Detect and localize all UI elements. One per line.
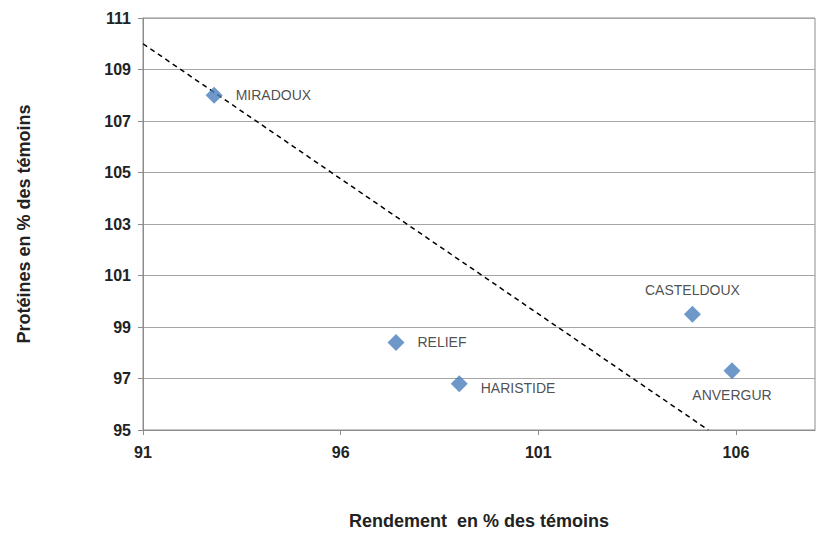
svg-text:97: 97 [113, 370, 131, 387]
svg-text:HARISTIDE: HARISTIDE [481, 380, 556, 396]
svg-text:Rendement en % des témoins: Rendement en % des témoins [349, 511, 609, 531]
svg-text:99: 99 [113, 319, 131, 336]
svg-text:ANVERGUR: ANVERGUR [692, 387, 771, 403]
svg-text:CASTELDOUX: CASTELDOUX [645, 282, 741, 298]
svg-text:111: 111 [106, 10, 131, 27]
svg-text:107: 107 [104, 113, 131, 130]
svg-text:103: 103 [104, 216, 131, 233]
svg-text:105: 105 [104, 164, 131, 181]
svg-text:Protéines en % des témoins: Protéines en % des témoins [14, 104, 34, 343]
svg-text:106: 106 [723, 444, 750, 461]
svg-text:95: 95 [113, 422, 131, 439]
svg-text:101: 101 [104, 267, 131, 284]
svg-text:91: 91 [134, 444, 152, 461]
svg-text:MIRADOUX: MIRADOUX [236, 87, 312, 103]
svg-text:101: 101 [525, 444, 552, 461]
svg-text:RELIEF: RELIEF [417, 334, 466, 350]
svg-text:109: 109 [104, 61, 131, 78]
svg-text:96: 96 [332, 444, 350, 461]
